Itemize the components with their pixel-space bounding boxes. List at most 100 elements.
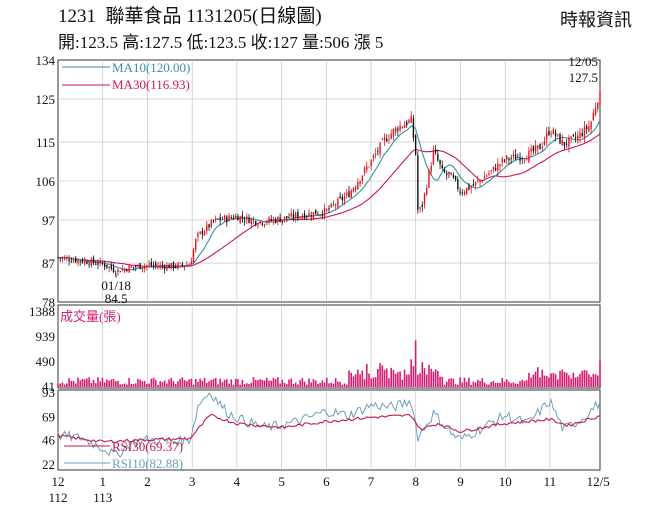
volume-bar [263, 380, 266, 387]
candle-body [372, 155, 375, 158]
volume-bar [228, 383, 230, 387]
volume-bar [388, 378, 390, 387]
volume-y-tick: 490 [36, 354, 56, 369]
volume-bar [552, 372, 555, 387]
candle-body [92, 257, 95, 263]
candle-body [383, 137, 386, 141]
volume-bar [299, 380, 301, 387]
volume-bar [90, 383, 93, 387]
volume-bar [372, 377, 375, 387]
candle-body [81, 259, 84, 263]
volume-bar [441, 376, 444, 387]
volume-bar [481, 378, 484, 387]
candle-body [585, 126, 588, 130]
volume-bar [554, 374, 557, 387]
volume-bar [266, 377, 268, 387]
volume-bar [183, 380, 186, 387]
volume-bar [68, 378, 70, 387]
volume-bar [512, 382, 515, 387]
volume-bar [470, 384, 472, 387]
volume-bar [417, 374, 419, 387]
volume-bar [394, 373, 397, 387]
volume-bar [392, 369, 395, 387]
volume-bar [325, 377, 328, 387]
candle-body [159, 264, 161, 267]
volume-bar [377, 368, 379, 387]
volume-bar [63, 384, 66, 387]
candle-body [379, 142, 381, 155]
candle-body [554, 132, 557, 137]
candle-body [59, 257, 61, 259]
candle-body [574, 137, 577, 139]
volume-bar [523, 381, 526, 387]
candle-body [592, 112, 595, 121]
candle-body [543, 141, 546, 145]
candle-body [428, 170, 430, 188]
volume-bar [294, 382, 297, 387]
candle-body [263, 224, 266, 226]
volume-bar [168, 379, 170, 387]
volume-bar [194, 378, 197, 387]
candle-body [319, 214, 321, 215]
volume-bar [541, 369, 544, 387]
high-annotation-date: 12/05 [568, 54, 598, 69]
candle-body [374, 153, 377, 155]
candle-body [430, 165, 432, 172]
volume-bar [314, 380, 317, 387]
candle-body [532, 146, 535, 152]
volume-bar [534, 371, 537, 387]
volume-y-tick: 939 [36, 329, 56, 344]
candle-body [366, 166, 368, 171]
candle-body [312, 212, 315, 219]
volume-bar [217, 384, 219, 387]
candle-body [541, 146, 543, 148]
volume-bar [457, 384, 459, 387]
volume-y-tick: 1388 [29, 304, 55, 319]
candle-body [290, 213, 292, 217]
candle-body [459, 191, 461, 193]
candle-body [377, 151, 379, 153]
candle-body [332, 204, 335, 206]
candle-body [123, 268, 126, 272]
volume-bar [401, 379, 404, 387]
candle-body [199, 231, 201, 234]
volume-bar [459, 377, 461, 387]
volume-bar [532, 374, 535, 387]
rsi-y-tick: 69 [42, 409, 55, 424]
price-y-tick: 106 [36, 174, 56, 189]
candle-body [126, 269, 128, 272]
volume-bar [154, 379, 157, 387]
candle-body [175, 266, 177, 267]
volume-bar [592, 373, 595, 387]
volume-bar [70, 380, 73, 387]
volume-bar [88, 377, 90, 387]
x-tick-label: 7 [368, 474, 375, 489]
volume-bar [454, 384, 457, 387]
volume-bar [410, 359, 412, 387]
candle-body [530, 148, 532, 152]
candle-body [426, 188, 428, 195]
candle-body [481, 180, 483, 182]
volume-bar [74, 383, 77, 387]
rsi-y-tick: 93 [42, 385, 55, 400]
volume-bar [285, 384, 288, 387]
volume-bar [174, 384, 177, 387]
candle-body [423, 193, 426, 205]
volume-bar [503, 381, 506, 387]
volume-bar [181, 377, 184, 387]
candle-body [281, 219, 284, 223]
volume-bar [219, 378, 221, 387]
volume-bar [301, 378, 304, 387]
candle-body [545, 132, 548, 140]
volume-bar [450, 378, 452, 387]
volume-bar [123, 383, 126, 387]
candle-body [155, 263, 157, 266]
low-annotation-date: 01/18 [101, 278, 131, 293]
candle-body [141, 267, 144, 270]
price-y-tick: 97 [42, 213, 56, 228]
x-tick-label: 12/5 [587, 474, 610, 489]
candle-body [590, 121, 592, 130]
rsi10-legend: RSI10(82.88) [112, 456, 183, 471]
candle-body [419, 207, 421, 209]
price-y-tick: 134 [36, 53, 56, 68]
